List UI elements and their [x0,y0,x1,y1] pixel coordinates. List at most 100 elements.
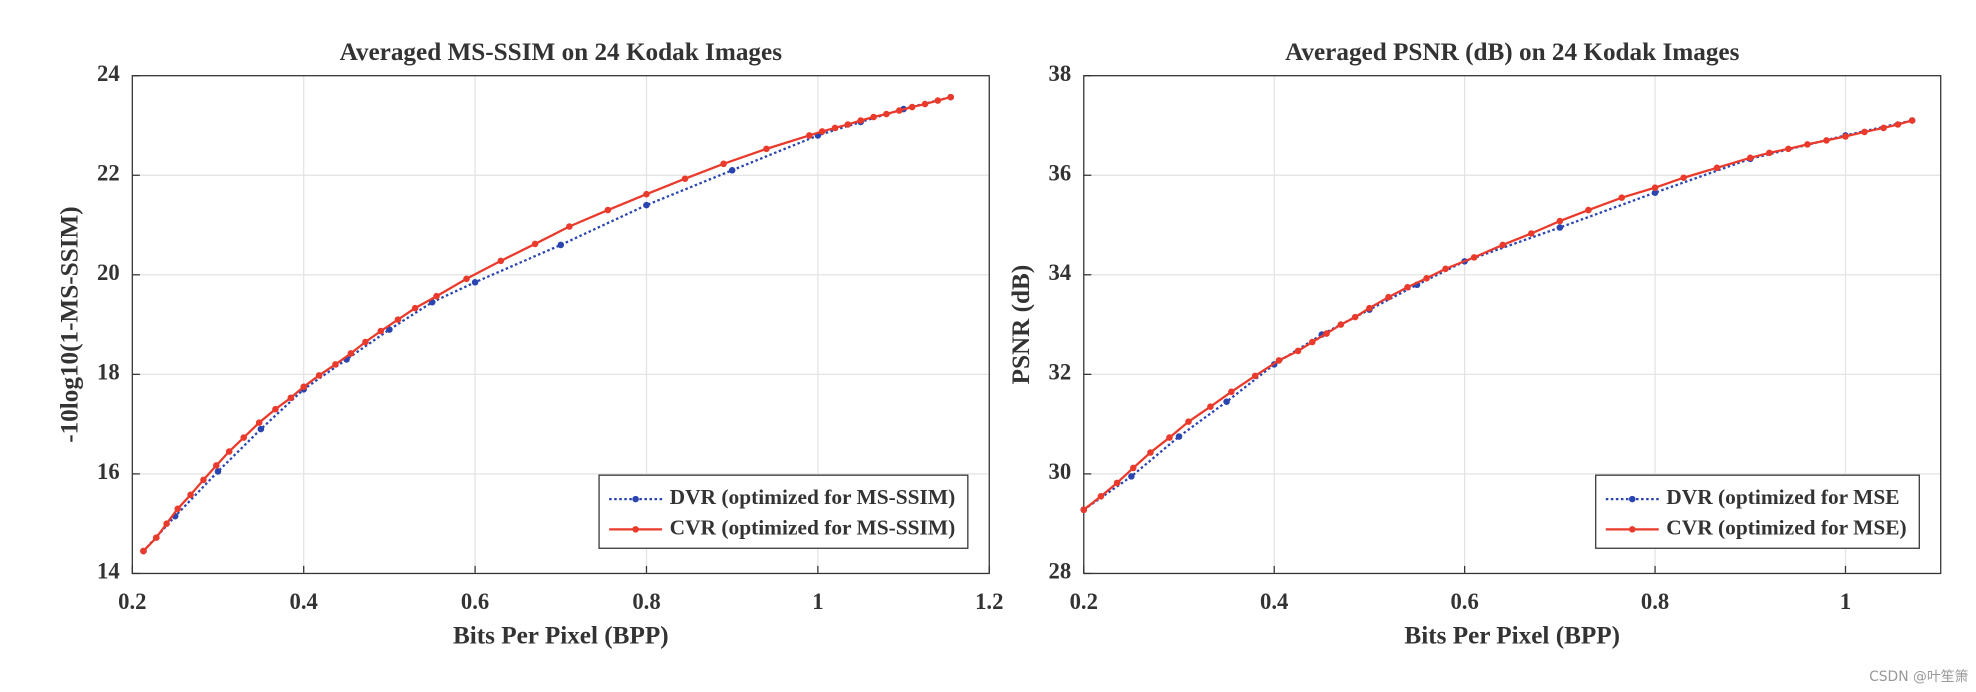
data-point [870,113,877,121]
x-tick-label: 0.6 [1450,589,1478,614]
legend-marker [1628,495,1636,503]
data-point [1337,321,1345,328]
y-tick-label: 22 [97,160,120,185]
legend-box [1595,474,1920,549]
data-point [287,394,295,402]
data-point [1423,275,1430,282]
watermark: CSDN @叶笙箫 [1869,668,1968,685]
data-point [1908,117,1916,124]
data-point [1618,194,1626,201]
legend: DVR (optimized for MS-SSIM) CVR (optimize… [598,474,969,549]
data-point [883,110,890,118]
y-tick-label: 32 [1049,360,1072,385]
chart-title: Averaged PSNR (dB) on 24 Kodak Images [1285,39,1740,66]
data-point [1528,230,1535,237]
data-point [300,383,307,391]
data-point [1185,418,1192,425]
data-point [1556,217,1564,225]
series-line [1083,119,1913,511]
data-point [214,468,222,475]
data-point [174,505,182,513]
data-point [643,201,650,209]
data-point [1080,506,1088,514]
data-point [471,278,479,286]
data-point [1785,145,1792,153]
data-point [1842,133,1849,140]
legend-marker [632,526,639,533]
data-point [463,275,470,283]
y-tick-label: 18 [97,360,120,385]
data-point [1113,479,1121,487]
data-point [557,241,565,249]
data-point [908,103,916,111]
data-point [1294,347,1302,355]
data-point [1804,141,1811,148]
data-point [728,166,736,174]
legend-label: DVR (optimized for MS-SSIM) [670,485,956,509]
data-point [857,117,864,124]
data-point [566,223,573,230]
data-point [255,419,263,426]
data-point [140,547,147,555]
data-point [1747,154,1754,162]
data-point [213,462,220,469]
data-point [1323,330,1330,337]
data-point [1404,283,1411,291]
data-point [332,361,339,368]
y-tick-label: 16 [97,459,120,484]
data-point [163,520,170,527]
data-point [1823,137,1830,144]
legend-marker [632,495,639,503]
x-axis-label: Bits Per Pixel (BPP) [453,623,669,650]
data-point [1713,164,1721,172]
x-tick-label: 0.2 [118,589,146,614]
data-point [831,124,839,132]
data-point [377,327,385,335]
y-tick-label: 36 [1049,160,1072,185]
data-point [1275,357,1283,364]
data-point [1880,124,1887,132]
data-point [643,190,650,198]
data-point [947,93,954,101]
axes-frame [1083,75,1942,575]
data-point [1385,293,1392,301]
legend-box [598,474,969,549]
legend-label: DVR (optimized for MSE [1666,485,1899,509]
y-axis-label: PSNR (dB) [1008,265,1035,385]
x-tick-label: 0.4 [290,589,318,614]
x-axis-label: Bits Per Pixel (BPP) [1404,623,1620,650]
data-point [225,448,233,455]
data-point [1130,464,1137,472]
y-tick-label: 20 [97,260,120,285]
data-point [433,292,440,300]
data-point [1442,265,1449,273]
data-point [1861,128,1868,136]
legend-marker [1628,526,1636,533]
data-point [720,160,727,168]
data-point [1128,473,1135,480]
x-tick-label: 1 [812,589,823,614]
data-point [1766,149,1773,157]
data-point [1894,121,1902,128]
data-point [153,534,160,541]
data-point [1366,304,1373,312]
data-point [763,145,770,153]
x-tick-label: 1.2 [975,589,1003,614]
data-point [1147,449,1154,456]
x-tick-label: 1 [1840,589,1851,614]
x-tick-label: 0.2 [1070,589,1098,614]
axes-frame [131,75,990,575]
data-point [934,97,942,104]
y-tick-label: 14 [97,559,120,584]
data-point [315,372,323,379]
data-point [240,434,247,441]
data-point [531,240,539,248]
data-point [1175,433,1183,440]
data-point [1556,224,1564,231]
data-point [1207,403,1214,410]
data-point [1309,338,1316,346]
data-point [1499,241,1506,249]
x-tick-label: 0.4 [1260,589,1288,614]
x-tick-label: 0.8 [632,589,660,614]
